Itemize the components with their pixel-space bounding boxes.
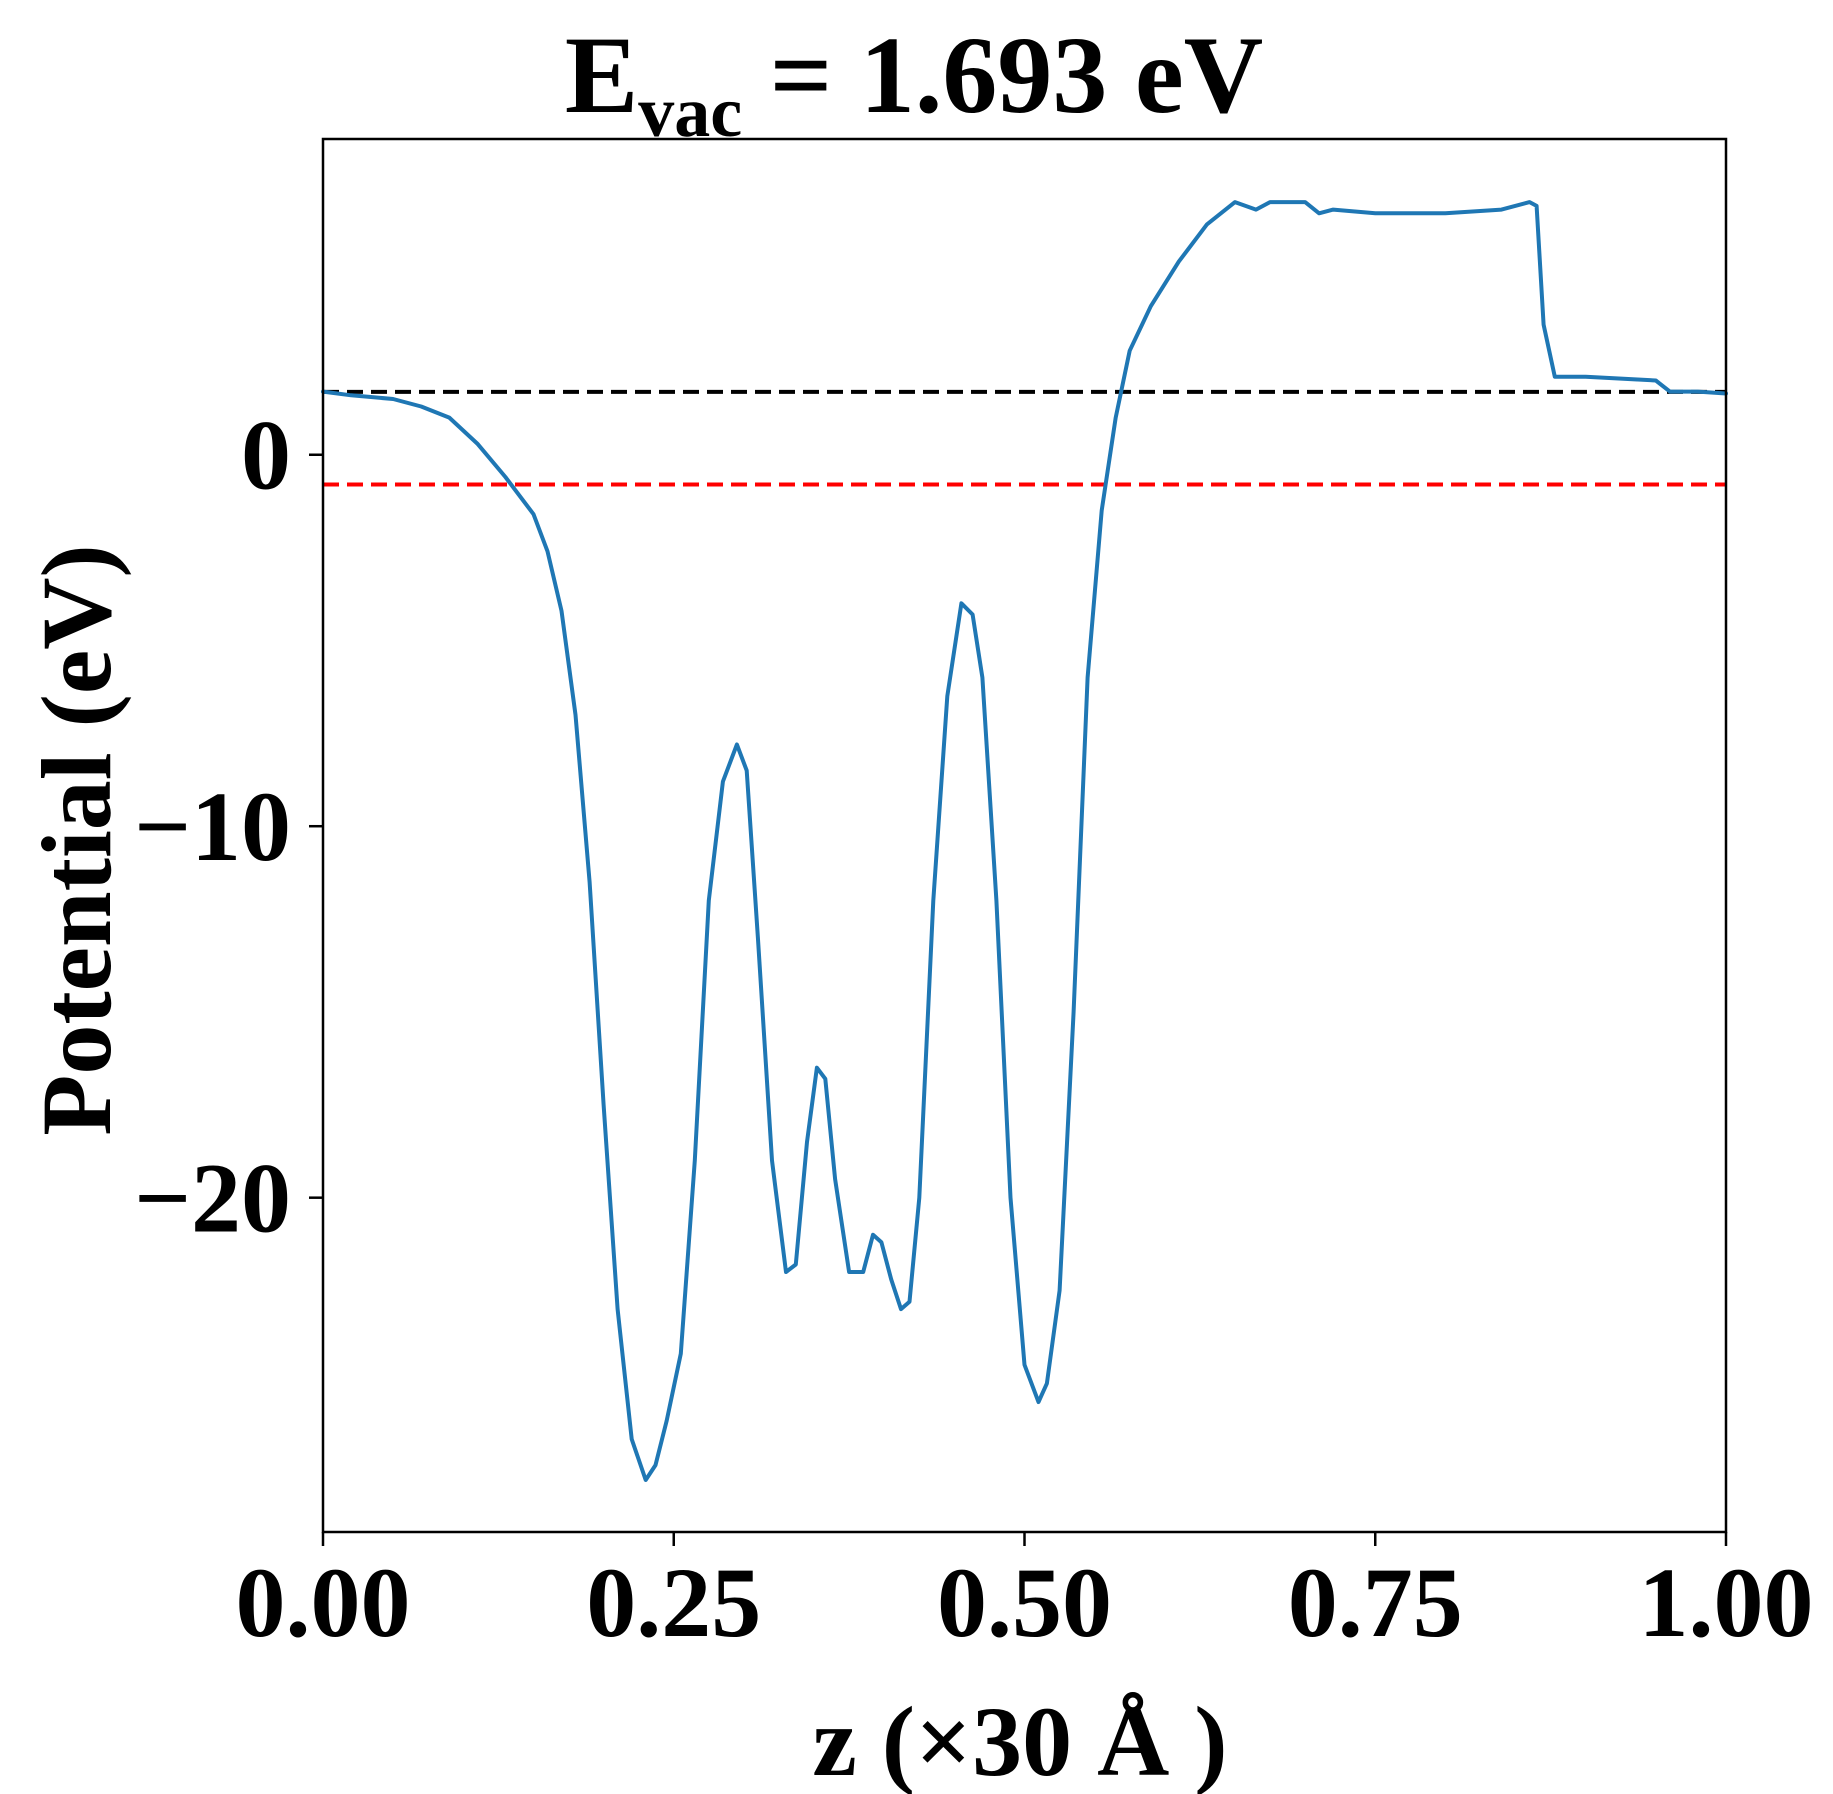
y-tick-label: −10 xyxy=(134,771,291,882)
series-line-0 xyxy=(321,200,1728,1482)
x-tick-label: 0.00 xyxy=(236,1547,411,1658)
y-tick-label: 0 xyxy=(241,400,291,511)
plot-area: 0.00 0.25 0.50 0.75 1.00 0 −10 −20 xyxy=(134,137,1814,1658)
x-tick-label: 0.75 xyxy=(1288,1547,1463,1658)
x-tick-label: 1.00 xyxy=(1639,1547,1814,1658)
chart-title: Evac = 1.693 eV xyxy=(565,14,1263,152)
x-tick-label: 0.50 xyxy=(937,1547,1112,1658)
chart-title-rest: = 1.693 eV xyxy=(742,14,1263,136)
chart-title-base: E xyxy=(565,14,638,136)
y-tick-label: −20 xyxy=(134,1143,291,1254)
x-axis-label: z (×30 Å ) xyxy=(812,1686,1227,1794)
x-tick-label: 0.25 xyxy=(586,1547,761,1658)
plot-frame xyxy=(321,137,1728,1534)
y-axis-label: Potential (eV) xyxy=(21,544,132,1135)
